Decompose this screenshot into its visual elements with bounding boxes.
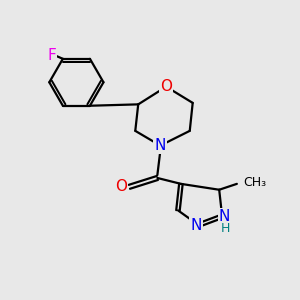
Text: CH₃: CH₃ <box>243 176 266 189</box>
Text: O: O <box>160 79 172 94</box>
Text: H: H <box>220 222 230 235</box>
Text: O: O <box>115 179 127 194</box>
Text: N: N <box>154 138 166 153</box>
Text: N: N <box>219 209 230 224</box>
Text: N: N <box>190 218 202 232</box>
Text: F: F <box>47 48 56 63</box>
